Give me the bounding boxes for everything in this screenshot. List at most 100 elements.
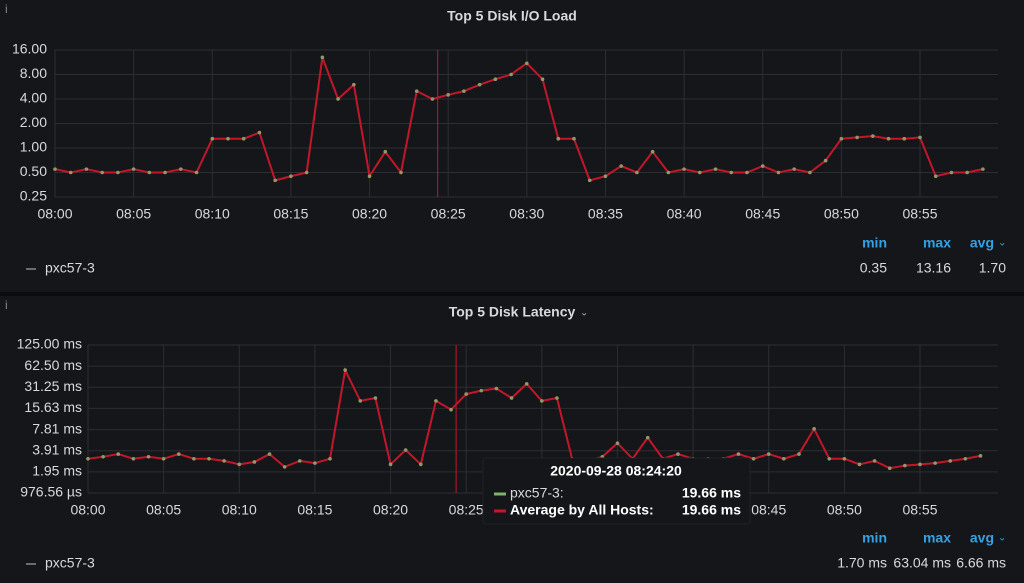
y-tick-label: 62.50 ms (24, 357, 82, 373)
data-point (116, 170, 120, 175)
x-tick-label: 08:50 (827, 502, 862, 518)
data-point (210, 136, 215, 141)
data-point (53, 167, 57, 171)
x-tick-label: 08:05 (146, 502, 181, 518)
data-point (949, 170, 954, 175)
x-tick-label: 08:45 (751, 502, 786, 518)
data-point (161, 456, 166, 461)
data-point (462, 89, 466, 93)
data-point (399, 170, 403, 175)
data-point (872, 459, 877, 463)
data-point (729, 170, 734, 175)
x-tick-label: 08:25 (431, 206, 466, 222)
y-tick-label: 976.56 µs (20, 484, 82, 500)
x-tick-label: 08:10 (222, 502, 257, 518)
data-point (587, 178, 592, 183)
data-point (267, 452, 272, 456)
data-point (388, 462, 393, 467)
data-point (978, 454, 983, 458)
data-point (101, 454, 105, 459)
data-point (839, 136, 844, 141)
tooltip-value: 19.66 ms (682, 485, 741, 501)
data-point (434, 399, 438, 403)
x-tick-label: 08:45 (745, 206, 780, 222)
data-point (222, 459, 226, 463)
data-point (619, 164, 623, 168)
data-point (842, 456, 847, 461)
x-tick-label: 08:05 (116, 206, 151, 222)
data-point (525, 61, 529, 66)
x-tick-label: 08:10 (195, 206, 230, 222)
legend-value: 13.16 (916, 260, 951, 276)
data-point (918, 462, 922, 467)
legend-value: 6.66 ms (956, 555, 1006, 571)
data-point (430, 97, 435, 101)
data-point (645, 435, 650, 440)
data-point (446, 93, 450, 97)
data-point (751, 456, 756, 461)
data-point (933, 461, 937, 465)
data-point (131, 456, 136, 461)
x-tick-label: 08:25 (449, 502, 484, 518)
sort-chevron: ⌄ (998, 238, 1006, 249)
data-point (419, 462, 423, 467)
data-point (241, 136, 246, 141)
data-point (207, 456, 211, 461)
series-line (87, 366, 981, 470)
x-tick-label: 08:20 (352, 206, 387, 222)
data-point (86, 456, 90, 461)
x-tick-label: 08:50 (824, 206, 859, 222)
x-tick-label: 08:40 (667, 206, 702, 222)
data-point (194, 170, 199, 175)
legend-header: max (923, 235, 951, 251)
data-point (477, 82, 482, 87)
data-point (540, 77, 545, 82)
data-point (676, 452, 680, 456)
legend-header: max (923, 530, 951, 546)
data-point (304, 170, 309, 175)
data-point (179, 167, 183, 171)
data-point (68, 170, 73, 175)
data-point (383, 149, 388, 154)
data-point (297, 459, 302, 463)
tooltip-time: 2020-09-28 08:24:20 (550, 463, 682, 479)
info-icon[interactable]: i (5, 2, 8, 16)
data-point (289, 174, 293, 179)
data-point (887, 466, 892, 471)
data-point (666, 170, 671, 175)
data-point (855, 135, 859, 140)
y-tick-label: 4.00 (20, 90, 47, 106)
title-chevron: ⌄ (580, 308, 588, 319)
data-point (479, 388, 484, 393)
y-tick-label: 7.81 ms (32, 420, 82, 436)
legend-name: pxc57-3 (45, 555, 95, 571)
data-point (226, 136, 230, 141)
info-icon[interactable]: i (5, 298, 8, 312)
x-tick-label: 08:55 (902, 206, 937, 222)
data-point (320, 55, 325, 60)
data-point (918, 135, 922, 140)
data-point (808, 170, 812, 175)
data-point (131, 167, 136, 171)
data-point (494, 386, 499, 391)
data-point (524, 382, 529, 386)
data-point (698, 170, 702, 175)
data-point (745, 170, 749, 175)
panel (0, 296, 1024, 583)
y-tick-label: 125.00 ms (17, 336, 82, 352)
y-tick-label: 1.95 ms (32, 463, 82, 479)
data-point (823, 158, 828, 163)
data-point (328, 456, 332, 461)
data-point (414, 89, 419, 93)
data-point (792, 167, 796, 171)
x-tick-label: 08:00 (37, 206, 72, 222)
y-tick-label: 31.25 ms (24, 378, 82, 394)
y-tick-label: 0.50 (20, 163, 47, 179)
data-point (116, 452, 121, 456)
data-point (797, 452, 801, 456)
data-point (313, 461, 317, 465)
legend-header: min (862, 235, 887, 251)
data-point (192, 456, 196, 461)
panel-title: Top 5 Disk I/O Load (447, 8, 577, 24)
